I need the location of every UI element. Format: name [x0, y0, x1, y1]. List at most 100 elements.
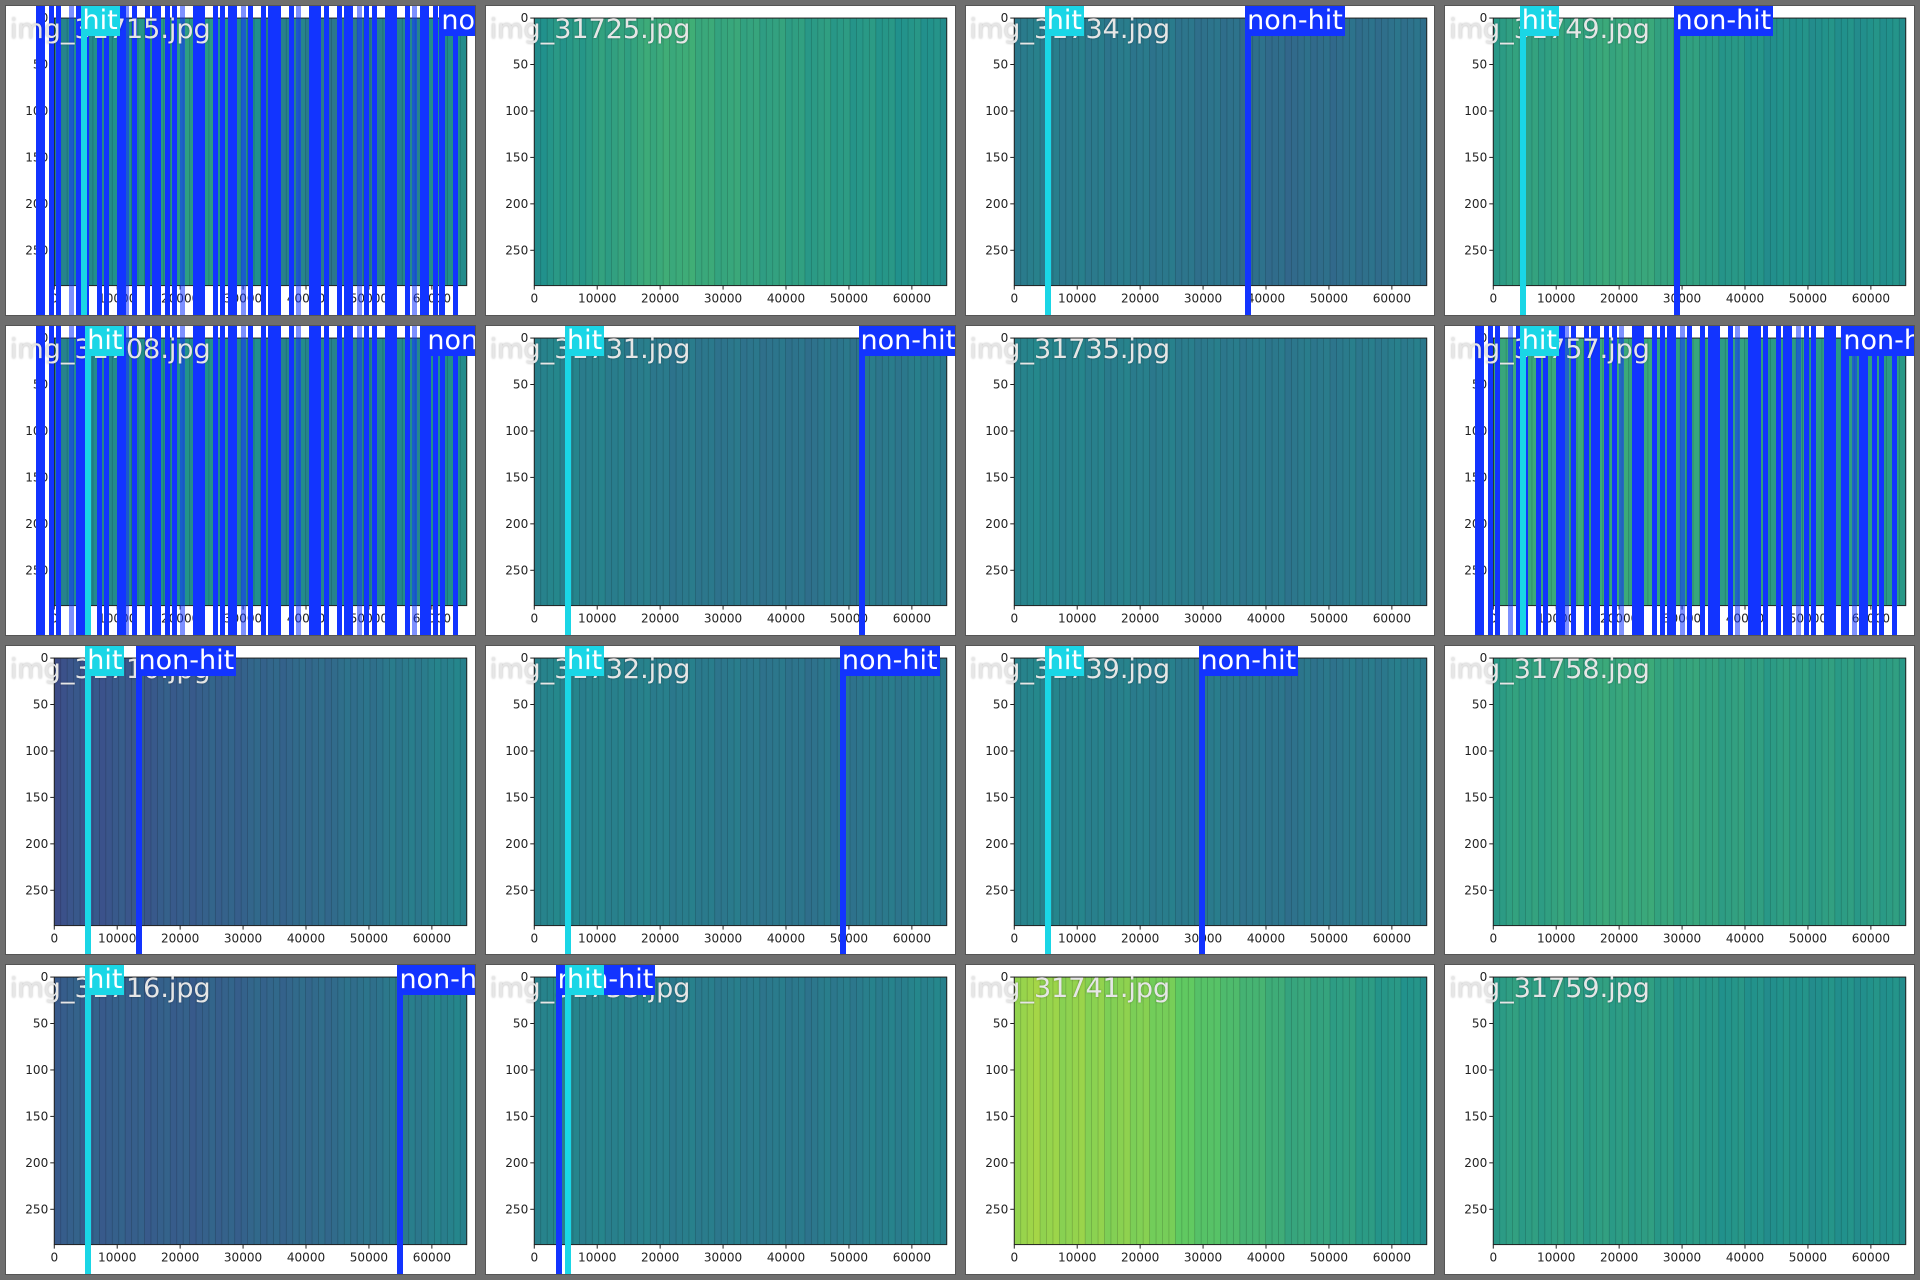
spectrogram-column: [1873, 18, 1881, 286]
spectrogram-column: [559, 657, 567, 926]
spectrogram-column: [740, 657, 748, 926]
spectrogram-column: [637, 337, 644, 606]
spectrogram-column: [843, 977, 851, 1245]
spectrogram-column: [759, 657, 767, 926]
spectrogram-column: [447, 18, 455, 286]
spectrogram-column: [1699, 18, 1707, 286]
y-tick-label: 150: [505, 1110, 528, 1124]
spectrogram-column: [1381, 657, 1388, 926]
spectrogram-column: [105, 18, 113, 286]
spectrogram-column: [579, 18, 586, 286]
x-tick-label: 40000: [1726, 1251, 1764, 1265]
spectrogram-column: [604, 977, 612, 1245]
spectrogram-column: [221, 977, 229, 1245]
spectrogram-column: [1886, 337, 1894, 606]
spectrogram-column: [208, 337, 216, 606]
spectrogram-column: [1271, 977, 1279, 1245]
spectrogram-column: [434, 977, 442, 1245]
spectrogram-column: [1039, 337, 1047, 606]
spectrogram-column: [1123, 18, 1131, 286]
spectrogram-column: [1271, 18, 1279, 286]
spectrogram-column: [350, 18, 358, 286]
spectrogram-column: [585, 657, 593, 926]
image-tile[interactable]: 0100002000030000400005000060000050100150…: [5, 324, 476, 636]
spectrogram-column: [1590, 18, 1598, 286]
spectrogram-column: [1258, 337, 1266, 606]
spectrogram-column: [1557, 657, 1565, 926]
spectrogram-column: [824, 337, 831, 606]
spectrogram-column: [363, 977, 371, 1245]
spectrogram-column: [1335, 657, 1343, 926]
spectrogram-column: [592, 977, 599, 1245]
spectrogram-column: [824, 977, 831, 1245]
x-tick-label: 40000: [1726, 292, 1764, 306]
detection-non-hit: [192, 6, 202, 315]
spectrogram-column: [112, 18, 120, 286]
spectrogram-column: [1770, 18, 1778, 286]
spectrogram-column: [254, 18, 261, 286]
spectrogram-column: [888, 337, 896, 606]
image-tile[interactable]: 0100002000030000400005000060000050100150…: [1444, 324, 1915, 636]
spectrogram-column: [1854, 977, 1862, 1245]
detection-non-hit: [1583, 325, 1589, 635]
detection-non-hit: [228, 325, 237, 635]
spectrogram-column: [772, 657, 780, 926]
spectrogram-column: [579, 977, 586, 1245]
spectrogram-column: [1680, 977, 1688, 1245]
y-tick-label: 100: [25, 743, 48, 757]
spectrogram-column: [1770, 977, 1778, 1245]
spectrogram-column: [1200, 18, 1208, 286]
spectrogram-column: [849, 977, 857, 1245]
detection-non-hit: [1556, 325, 1566, 635]
spectrogram-column: [415, 337, 422, 606]
spectrogram-column: [1893, 977, 1900, 1245]
spectrogram-column: [624, 337, 632, 606]
image-tile[interactable]: 0100002000030000400005000060000050100150…: [5, 5, 476, 316]
spectrogram-column: [273, 977, 281, 1245]
spectrogram-column: [1129, 337, 1137, 606]
spectrogram-column: [1161, 337, 1169, 606]
spectrogram-column: [60, 18, 68, 286]
spectrogram-column: [701, 337, 709, 606]
spectrogram-column: [376, 337, 384, 606]
y-tick-label: 200: [505, 197, 528, 211]
spectrogram-column: [824, 18, 831, 286]
spectrogram-column: [415, 977, 422, 1245]
spectrogram-column: [927, 977, 934, 1245]
spectrogram-column: [421, 657, 429, 926]
filename-label: img_31758.jpg: [1449, 653, 1650, 685]
spectrogram-column: [1091, 337, 1098, 606]
detection-non-hit: [1687, 325, 1693, 635]
spectrogram-plot: 0 10000 20000 30000 40000 50000 60000 0 50 100 150…: [505, 331, 947, 625]
spectrogram-column: [566, 657, 574, 926]
y-tick-label: 100: [985, 1063, 1008, 1077]
x-tick-label: 0: [1010, 611, 1018, 625]
detection-non-hit: [1591, 325, 1601, 635]
spectrogram-column: [170, 657, 178, 926]
y-tick-label: 200: [505, 1156, 528, 1170]
x-tick-label: 60000: [1372, 611, 1410, 625]
spectrogram-column: [656, 18, 664, 286]
y-tick-label: 50: [513, 377, 528, 391]
spectrogram-column: [138, 977, 145, 1245]
y-tick-label: 0: [1480, 651, 1488, 665]
spectrogram-column: [228, 977, 236, 1245]
spectrogram-column: [344, 657, 352, 926]
spectrogram-column: [856, 18, 864, 286]
spectrogram-column: [1381, 977, 1388, 1245]
y-tick-label: 200: [985, 1156, 1008, 1170]
spectrogram-column: [1232, 337, 1240, 606]
